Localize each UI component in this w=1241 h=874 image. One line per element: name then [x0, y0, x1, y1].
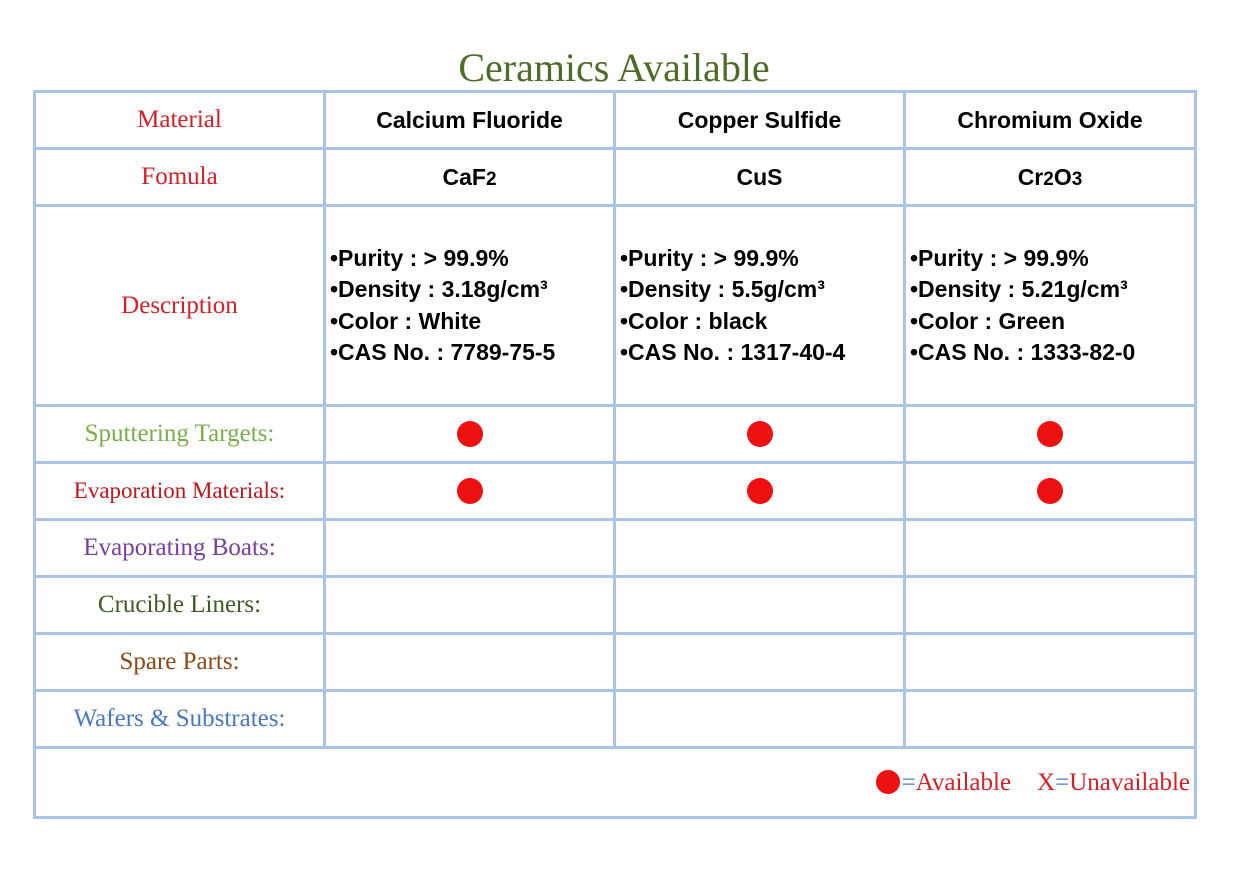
- table-row-boats: Evaporating Boats:: [33, 518, 1197, 578]
- formula-part: 2: [485, 168, 497, 190]
- empty-cell: [613, 689, 906, 749]
- color-line: •Color : black: [620, 307, 768, 334]
- availability-cell: [903, 461, 1197, 521]
- empty-cell: [613, 518, 906, 578]
- color-line: •Color : White: [330, 307, 482, 334]
- ceramics-table: Material Calcium Fluoride Copper Sulfide…: [33, 90, 1197, 819]
- density-line: •Density : 3.18g/cm³: [330, 276, 548, 302]
- table-row-crucible: Crucible Liners:: [33, 575, 1197, 635]
- empty-cell: [613, 575, 906, 635]
- formula-part: CuS: [736, 163, 783, 190]
- available-dot-icon: [746, 478, 773, 504]
- density-line: •Density : 5.5g/cm³: [620, 276, 825, 302]
- purity-line: •Purity : > 99.9%: [330, 244, 509, 271]
- purity-line: •Purity : > 99.9%: [620, 244, 799, 271]
- empty-cell: [613, 632, 906, 692]
- empty-cell: [323, 575, 616, 635]
- formula-part: CaF: [442, 163, 486, 190]
- page-title: Ceramics Available: [458, 45, 770, 90]
- legend-unavailable: Unavailable: [1069, 768, 1190, 796]
- row-label-crucible: Crucible Liners:: [33, 575, 326, 635]
- legend-equals: =: [901, 768, 916, 796]
- empty-cell: [323, 689, 616, 749]
- description-cell: •Purity : > 99.9% •Density : 5.5g/cm³ •C…: [613, 204, 906, 407]
- legend-equals: =: [1055, 768, 1070, 796]
- table-row-wafers: Wafers & Substrates:: [33, 689, 1197, 749]
- row-label-description: Description: [33, 204, 326, 407]
- material-name: Copper Sulfide: [613, 90, 906, 150]
- row-label-material: Material: [33, 90, 326, 150]
- cas-line: •CAS No. : 7789-75-5: [330, 339, 556, 365]
- empty-cell: [323, 518, 616, 578]
- row-label-sputtering: Sputtering Targets:: [33, 404, 326, 464]
- table-row-material: Material Calcium Fluoride Copper Sulfide…: [33, 90, 1197, 150]
- row-label-evaporation: Evaporation Materials:: [33, 461, 326, 521]
- empty-cell: [323, 632, 616, 692]
- color-line: •Color : Green: [910, 307, 1066, 334]
- legend-x: X: [1037, 768, 1056, 796]
- available-dot-icon: [1037, 421, 1063, 447]
- empty-cell: [903, 632, 1197, 692]
- formula-part: 3: [1071, 168, 1083, 190]
- available-dot-icon: [456, 421, 483, 447]
- empty-cell: [903, 575, 1197, 635]
- description-cell: •Purity : > 99.9% •Density : 5.21g/cm³ •…: [903, 204, 1197, 407]
- cas-line: •CAS No. : 1333-82-0: [910, 339, 1136, 365]
- purity-line: •Purity : > 99.9%: [910, 244, 1089, 271]
- availability-cell: [323, 404, 616, 464]
- legend-available: Available: [915, 768, 1012, 796]
- formula-cell: CuS: [613, 147, 906, 207]
- availability-cell: [613, 461, 906, 521]
- formula-cell: Cr2O3: [903, 147, 1197, 207]
- table-row-legend: =Available X=Unavailable: [33, 746, 1197, 819]
- available-dot-icon: [746, 421, 773, 447]
- row-label-boats: Evaporating Boats:: [33, 518, 326, 578]
- density-line: •Density : 5.21g/cm³: [910, 276, 1128, 302]
- row-label-wafers: Wafers & Substrates:: [33, 689, 326, 749]
- table-row-spare: Spare Parts:: [33, 632, 1197, 692]
- availability-cell: [323, 461, 616, 521]
- row-label-formula: Fomula: [33, 147, 326, 207]
- legend: =Available X=Unavailable: [33, 746, 1197, 819]
- table-row-sputtering: Sputtering Targets:: [33, 404, 1197, 464]
- empty-cell: [903, 689, 1197, 749]
- table-row-evaporation: Evaporation Materials:: [33, 461, 1197, 521]
- available-dot-icon: [456, 478, 483, 504]
- available-dot-icon: [1037, 478, 1063, 504]
- formula-part: Cr: [1017, 163, 1044, 190]
- table-row-description: Description •Purity : > 99.9% •Density :…: [33, 204, 1197, 407]
- row-label-spare: Spare Parts:: [33, 632, 326, 692]
- formula-part: 2: [1043, 168, 1054, 190]
- formula-part: O: [1053, 163, 1072, 190]
- table-row-formula: Fomula CaF2 CuS Cr2O3: [33, 147, 1197, 207]
- formula-cell: CaF2: [323, 147, 616, 207]
- material-name: Calcium Fluoride: [323, 90, 616, 150]
- available-dot-icon: [875, 769, 900, 794]
- availability-cell: [903, 404, 1197, 464]
- cas-line: •CAS No. : 1317-40-4: [620, 339, 846, 365]
- description-cell: •Purity : > 99.9% •Density : 3.18g/cm³ •…: [323, 204, 616, 407]
- empty-cell: [903, 518, 1197, 578]
- material-name: Chromium Oxide: [903, 90, 1197, 150]
- availability-cell: [613, 404, 906, 464]
